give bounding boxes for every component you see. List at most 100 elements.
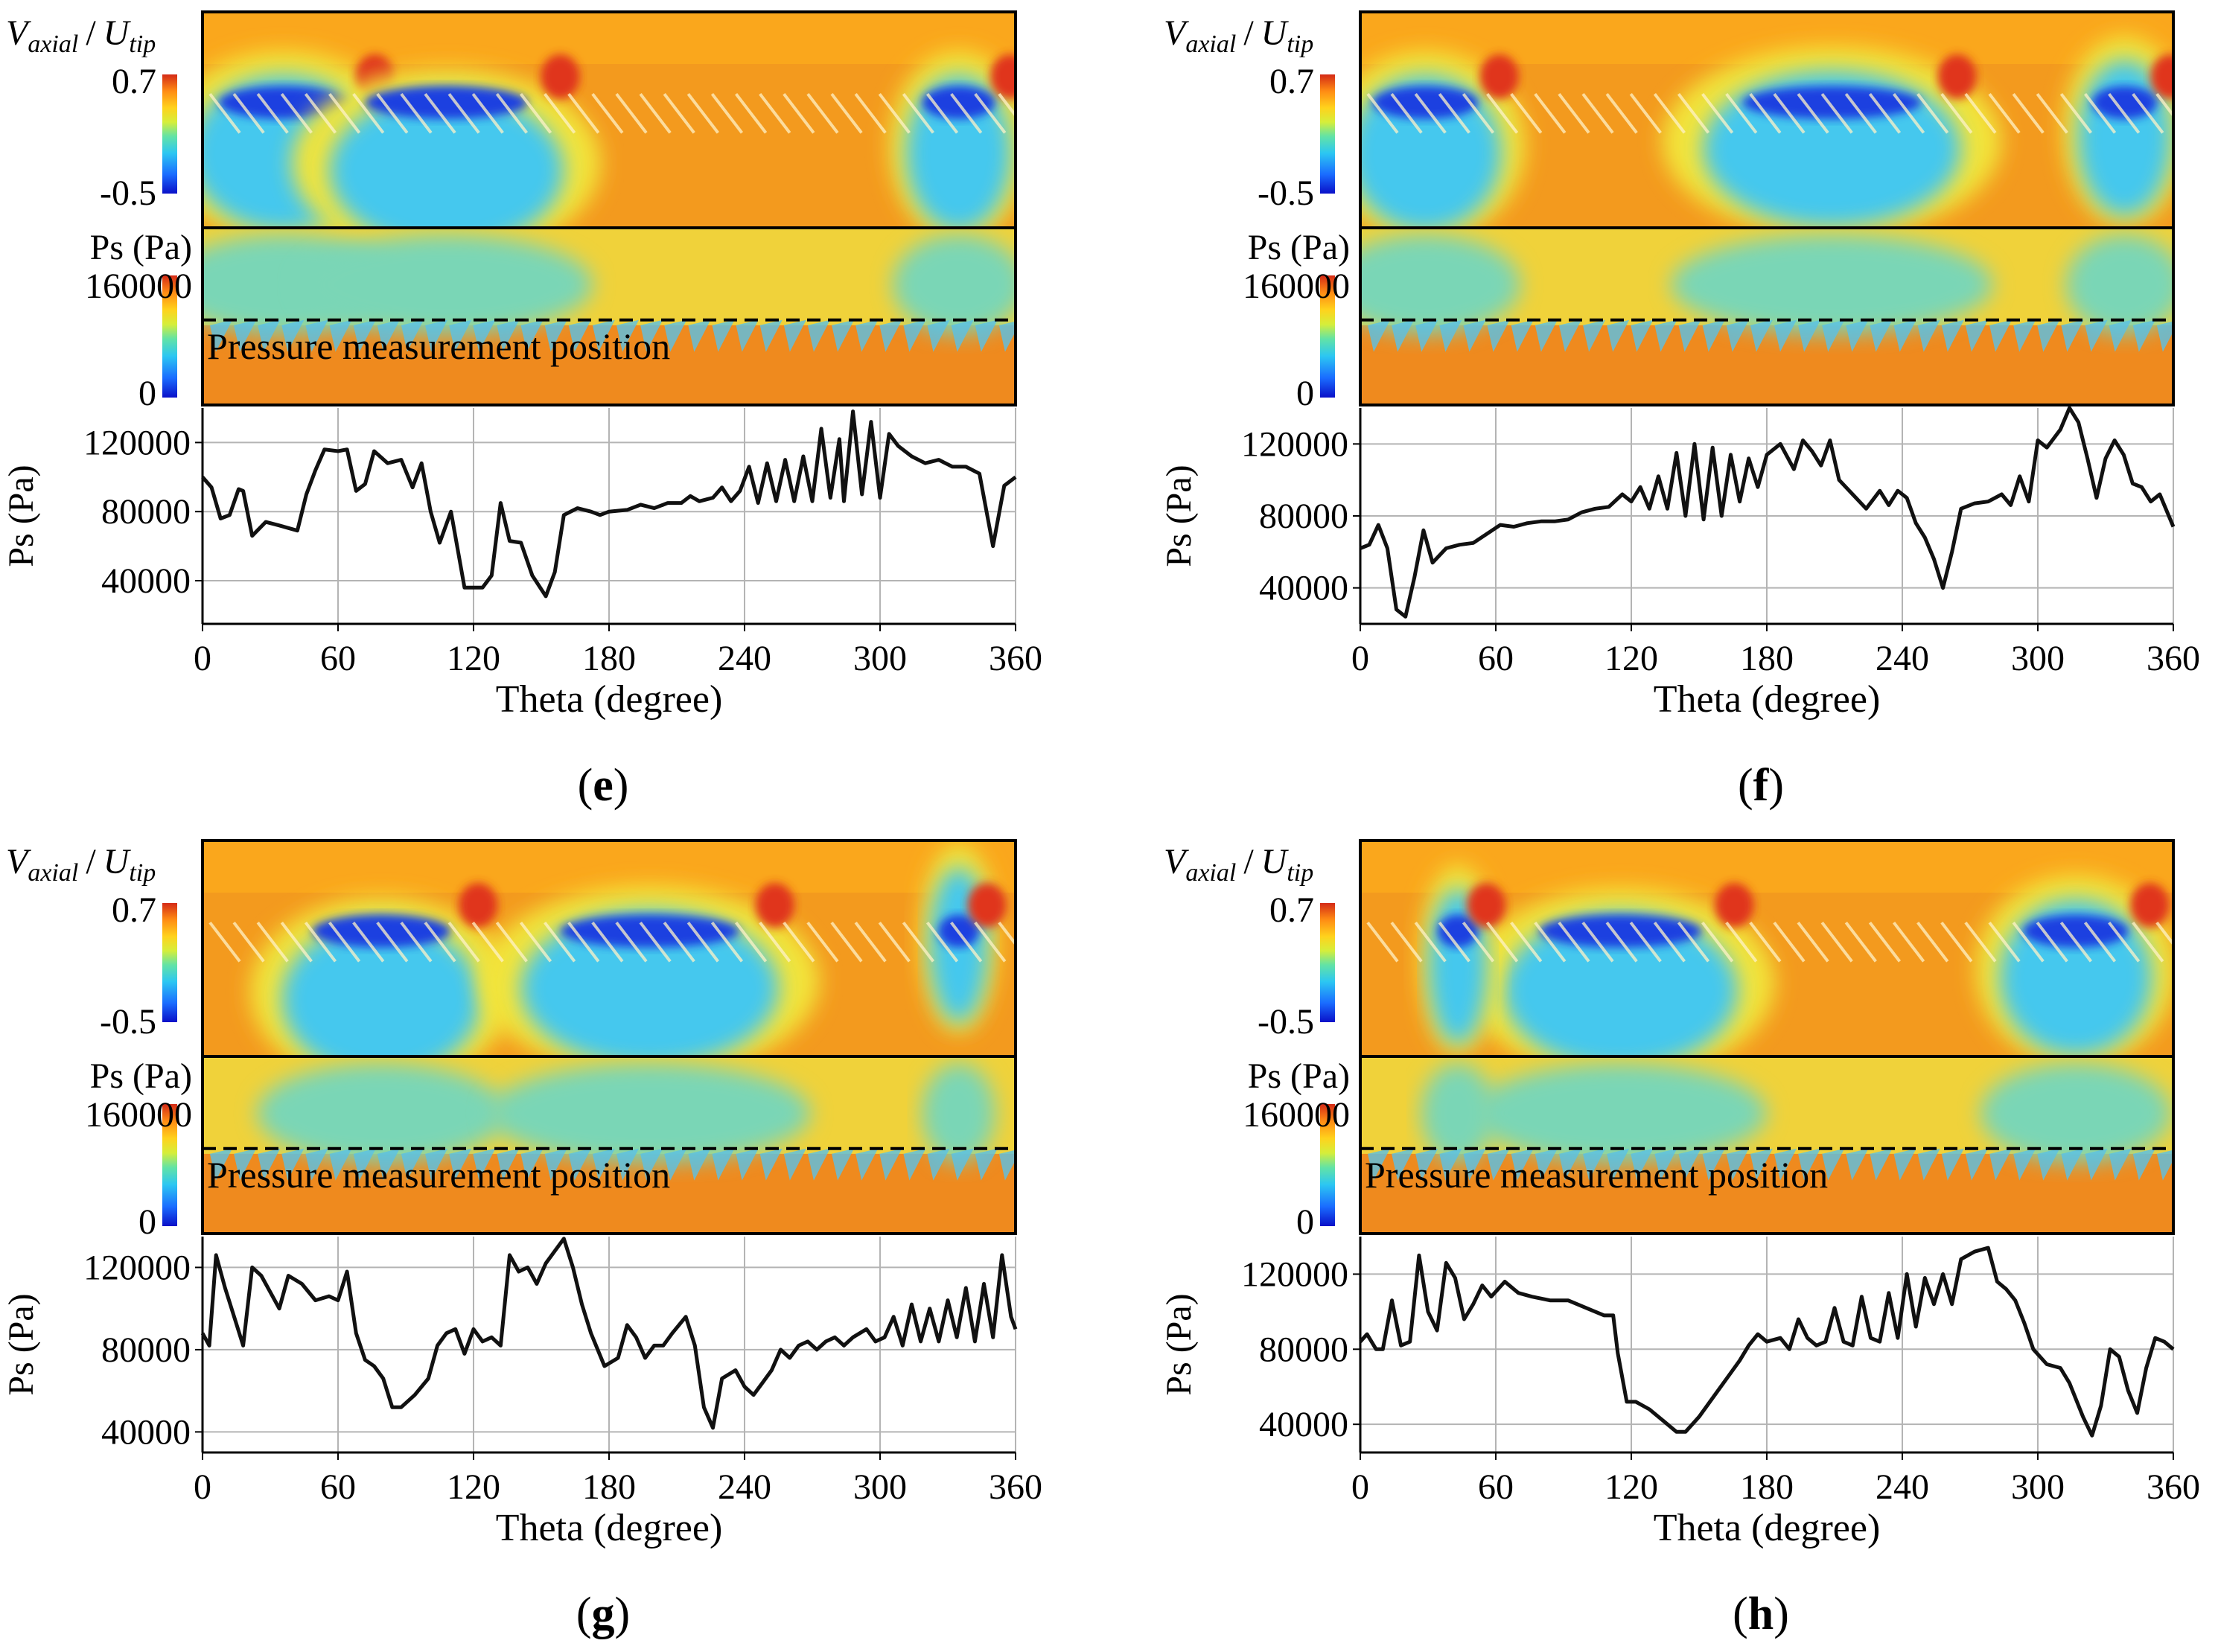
y-tick-label: 120000 (1241, 424, 1348, 464)
ps-low-pressure-region (300, 235, 593, 334)
blade-pressure-marker (1893, 319, 1916, 352)
blade-wake (1462, 92, 1495, 134)
blade-wake (424, 92, 456, 134)
blade-pressure-marker (1368, 1148, 1390, 1181)
pressure-measurement-label: Pressure measurement position (207, 325, 670, 367)
blade-pressure-marker (1631, 1148, 1654, 1181)
blade-wake (2083, 92, 2117, 134)
vaxial-label: Vaxial / Utip (6, 842, 156, 887)
blade-wake (1366, 921, 1399, 963)
blade-pressure-marker (712, 1148, 735, 1181)
vaxial-label: Vaxial / Utip (6, 13, 156, 58)
blade-pressure-marker (1392, 1148, 1415, 1181)
blade-wake (232, 921, 265, 963)
blade-wake (447, 92, 480, 134)
blade-wake (1916, 92, 1949, 134)
blade-pressure-marker (1535, 319, 1558, 352)
blade-wake (615, 92, 648, 134)
blade-wake (232, 92, 265, 134)
x-tick-label: 360 (2147, 639, 2200, 678)
blade-wake (639, 92, 672, 134)
blade-pressure-marker (2037, 319, 2060, 352)
blade-wake (1844, 92, 1877, 134)
blade-pressure-marker (1870, 1148, 1893, 1181)
blade-pressure-marker (281, 319, 305, 352)
blade-pressure-marker (1392, 319, 1415, 352)
blade-wake (1916, 921, 1949, 963)
x-tick-label: 180 (582, 1467, 636, 1507)
blade-pressure-marker (975, 1148, 998, 1181)
blade-pressure-marker (807, 319, 830, 352)
blade-wake (1629, 92, 1662, 134)
blade-pressure-marker (234, 319, 257, 352)
blade-wake (1629, 921, 1662, 963)
pressure-measurement-label: Pressure measurement position (1365, 1154, 1828, 1196)
blade-pressure-marker (998, 321, 1016, 352)
blade-wake (567, 92, 600, 134)
vaxial-label: Vaxial / Utip (1164, 13, 1313, 58)
x-tick-label: 300 (853, 639, 907, 678)
blade-pressure-marker (305, 319, 328, 352)
blade-wake (544, 92, 576, 134)
blade-wake (328, 921, 361, 963)
blade-wake (806, 92, 839, 134)
blade-pressure-marker (281, 1148, 305, 1181)
vaxial-max-label: 0.7 (112, 62, 156, 101)
series-line-ps (200, 1237, 1018, 1430)
blade-pressure-marker (353, 319, 376, 352)
blade-wake (783, 921, 815, 963)
pressure-line-chart: 0 60 120 180 240 300 360 40000 80000 120000 Ps (Pa… (1159, 406, 2200, 721)
blade-pressure-marker (497, 319, 520, 352)
blade-wake (925, 92, 959, 134)
blade-pressure-marker (1702, 1148, 1725, 1181)
blade-pressure-marker (210, 319, 232, 352)
x-tick-label: 360 (2147, 1467, 2200, 1507)
blade-wake (663, 92, 695, 134)
blade-pressure-marker (210, 1148, 232, 1181)
blade-pressure-marker (401, 1148, 424, 1181)
blade-wake (878, 921, 911, 963)
vaxial-min-label: -0.5 (1258, 173, 1314, 213)
blade-wake (1797, 92, 1829, 134)
x-tick-label: 240 (718, 639, 771, 678)
blade-pressure-marker (1583, 319, 1606, 352)
blade-pressure-marker (616, 1148, 639, 1181)
ps-colorbar (1320, 275, 1335, 398)
blade-pressure-marker (664, 319, 687, 352)
blade-pressure-marker (1989, 319, 2013, 352)
ps-colorbar-title: Ps (Pa) (1248, 228, 1350, 267)
blade-wake (1820, 921, 1853, 963)
ps-contour-plot: Pressure measurement position (201, 1055, 1017, 1235)
blade-pressure-marker (2085, 319, 2108, 352)
blade-pressure-marker (1415, 319, 1438, 352)
blade-pressure-marker (258, 1148, 281, 1181)
vaxial-colorbar (162, 903, 177, 1022)
blade-wake (806, 921, 839, 963)
x-tick-label: 120 (1604, 639, 1658, 678)
blade-wake (1581, 921, 1614, 963)
blade-wake (2108, 92, 2141, 134)
blade-wake (902, 921, 934, 963)
ps-colorbar-title: Ps (Pa) (90, 1056, 192, 1096)
blade-pressure-marker (497, 1148, 520, 1181)
blade-pressure-marker (759, 319, 783, 352)
blade-pressure-marker (1439, 1148, 1462, 1181)
ps-contour-frame (201, 1055, 1017, 1235)
blade-pressure-marker (1822, 1148, 1845, 1181)
blade-wake (1605, 92, 1638, 134)
contour-region-high-velocity (967, 883, 1007, 928)
ps-low-pressure-region (1473, 1063, 1767, 1163)
series-line-ps (1359, 1246, 2175, 1438)
blade-pressure-marker (1463, 319, 1486, 352)
blade-pressure-marker (2061, 319, 2084, 352)
blade-pressure-marker (568, 1148, 591, 1181)
blade-pressure-marker (425, 1148, 448, 1181)
panel-e: Pressure measurement position Vaxial / Utip… (1, 10, 1042, 811)
blade-pressure-marker (1415, 1148, 1438, 1181)
vaxial-colorbar (1320, 74, 1335, 194)
blade-pressure-marker (377, 1148, 400, 1181)
vaxial-min-label: -0.5 (100, 173, 156, 213)
blade-wake (1725, 921, 1758, 963)
blade-pressure-marker (1487, 319, 1510, 352)
blade-pressure-marker (879, 1148, 902, 1181)
